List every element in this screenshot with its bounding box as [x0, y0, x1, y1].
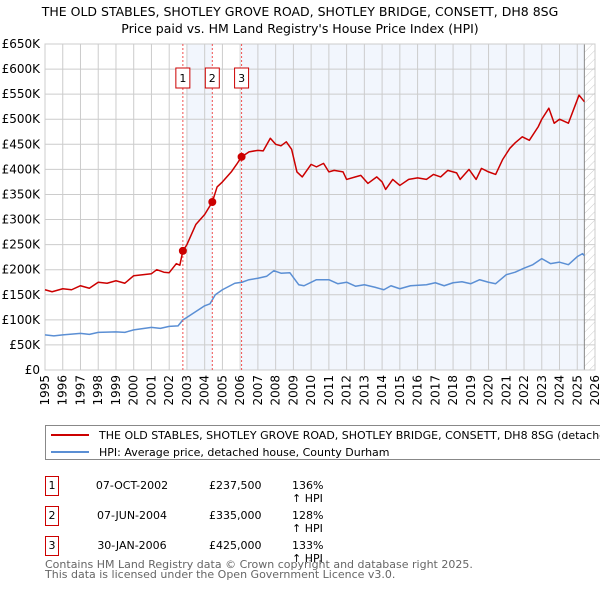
- x-tick-label: 2021: [499, 375, 513, 406]
- sale-point: [237, 152, 246, 161]
- y-tick-label: £550K: [2, 87, 42, 101]
- transaction-date: 07-JUN-2004: [96, 509, 168, 522]
- y-tick-label: £500K: [2, 112, 42, 126]
- x-tick-label: 2019: [464, 375, 478, 406]
- x-tick-label: 2007: [251, 375, 265, 406]
- y-tick-label: £650K: [2, 37, 42, 51]
- x-tick-label: 2006: [233, 375, 247, 406]
- x-tick-label: 2012: [340, 375, 354, 406]
- plot-border: [44, 43, 596, 371]
- property-price-line: [44, 94, 585, 293]
- footer: Contains HM Land Registry data © Crown c…: [45, 558, 473, 581]
- x-tick-label: 2003: [180, 375, 194, 406]
- x-tick-label: 1996: [56, 375, 70, 406]
- x-tick-label: 2024: [553, 375, 567, 406]
- legend-swatch-blue: [51, 451, 89, 453]
- transaction-price: £237,500: [209, 479, 262, 492]
- transaction-hpi: 136% ↑ HPI: [292, 479, 324, 505]
- x-tick-label: 2025: [570, 375, 584, 406]
- legend-swatch-red: [51, 434, 89, 436]
- legend-label: THE OLD STABLES, SHOTLEY GROVE ROAD, SHO…: [99, 428, 600, 442]
- y-tick-label: £350K: [2, 187, 42, 201]
- sale-point: [178, 246, 187, 255]
- y-tick-label: £200K: [2, 263, 42, 277]
- x-tick-label: 2013: [357, 375, 371, 406]
- shaded-region: [186, 44, 213, 370]
- x-tick-label: 2018: [446, 375, 460, 406]
- chart-title: THE OLD STABLES, SHOTLEY GROVE ROAD, SHO…: [41, 4, 559, 19]
- legend-item-property: THE OLD STABLES, SHOTLEY GROVE ROAD, SHO…: [46, 427, 600, 443]
- y-tick-label: £400K: [2, 162, 42, 176]
- sale-label: 2: [209, 72, 216, 85]
- x-tick-label: 2017: [428, 375, 442, 406]
- transaction-hpi: 133% ↑ HPI: [292, 539, 324, 565]
- transaction-hpi: 128% ↑ HPI: [292, 509, 324, 535]
- sale-label-box: [234, 67, 250, 89]
- y-tick-label: £150K: [2, 288, 42, 302]
- x-tick-label: 2009: [286, 375, 300, 406]
- sale-label: 3: [238, 72, 245, 85]
- y-tick-label: £0: [25, 363, 40, 377]
- y-tick-label: £50K: [9, 338, 41, 352]
- x-tick-label: 2004: [198, 375, 212, 406]
- x-tick-label: 2016: [411, 375, 425, 406]
- x-tick-label: 2001: [144, 375, 158, 406]
- legend: THE OLD STABLES, SHOTLEY GROVE ROAD, SHO…: [45, 425, 600, 460]
- hpi-line: [44, 252, 585, 337]
- shaded-region: [241, 44, 585, 370]
- legend-label: HPI: Average price, detached house, Coun…: [99, 445, 390, 459]
- transaction-price: £335,000: [209, 509, 262, 522]
- x-tick-label: 1997: [73, 375, 87, 406]
- x-tick-label: 2008: [269, 375, 283, 406]
- transaction-number: 1: [45, 476, 59, 496]
- sale-label-box: [175, 67, 191, 89]
- chart-subtitle: Price paid vs. HM Land Registry's House …: [121, 21, 479, 36]
- sale-point: [208, 197, 217, 206]
- future-hatch: [584, 44, 595, 370]
- x-tick-label: 2011: [322, 375, 336, 406]
- x-tick-label: 1999: [109, 375, 123, 406]
- x-tick-label: 2005: [215, 375, 229, 406]
- legend-item-hpi: HPI: Average price, detached house, Coun…: [46, 444, 390, 459]
- sale-label-box: [204, 67, 220, 89]
- x-tick-label: 2000: [127, 375, 141, 406]
- transaction-price: £425,000: [209, 539, 262, 552]
- x-tick-label: 2023: [535, 375, 549, 406]
- y-tick-label: £600K: [2, 62, 42, 76]
- licence-text: This data is licensed under the Open Gov…: [45, 568, 396, 581]
- y-tick-label: £450K: [2, 137, 42, 151]
- transaction-date: 30-JAN-2006: [97, 539, 167, 552]
- x-tick-label: 2020: [482, 375, 496, 406]
- transaction-number: 2: [45, 506, 59, 526]
- y-tick-label: £100K: [2, 313, 42, 327]
- y-tick-label: £300K: [2, 213, 42, 227]
- y-tick-label: £250K: [2, 238, 42, 252]
- x-tick-label: 2015: [393, 375, 407, 406]
- x-tick-label: 1995: [38, 375, 52, 406]
- x-tick-label: 2002: [162, 375, 176, 406]
- x-tick-label: 2010: [304, 375, 318, 406]
- x-tick-label: 2014: [375, 375, 389, 406]
- x-tick-label: 2026: [588, 375, 600, 406]
- x-tick-label: 2022: [517, 375, 531, 406]
- transaction-number: 3: [45, 536, 59, 556]
- copyright-text: Contains HM Land Registry data © Crown c…: [45, 558, 473, 571]
- transaction-date: 07-OCT-2002: [95, 479, 169, 492]
- sale-label: 1: [179, 72, 186, 85]
- x-tick-label: 1998: [91, 375, 105, 406]
